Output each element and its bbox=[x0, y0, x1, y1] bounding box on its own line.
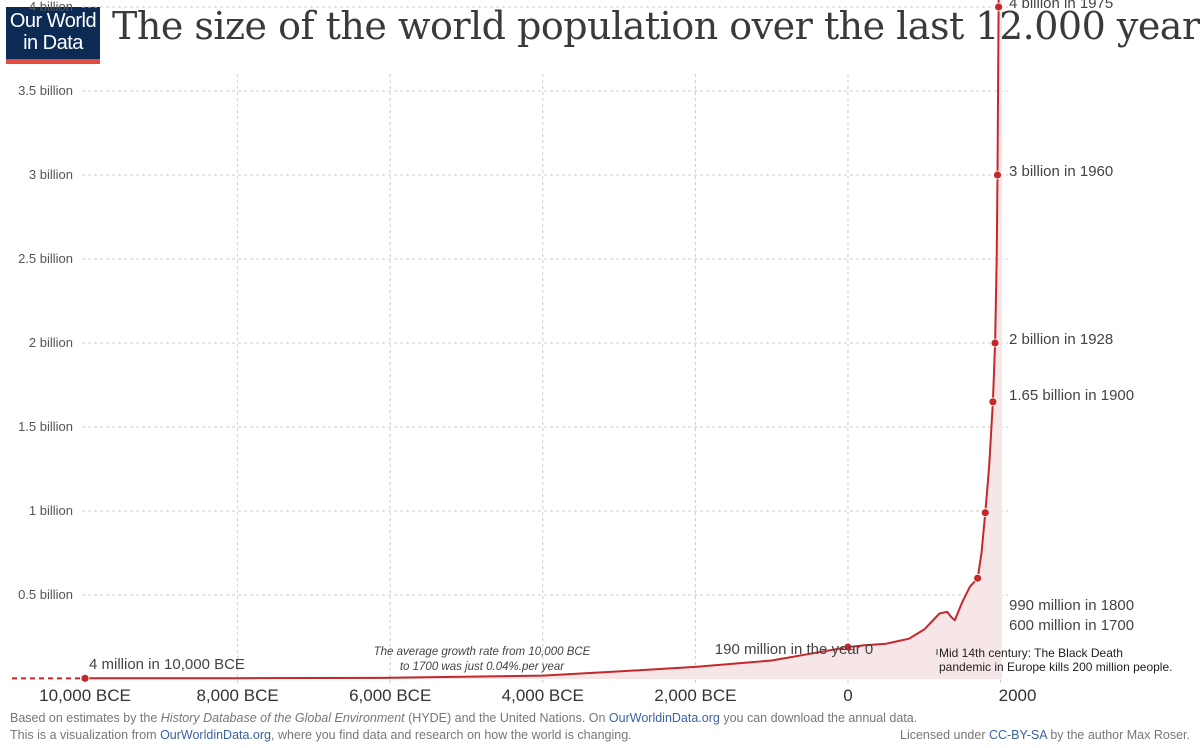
data-point bbox=[993, 170, 1002, 180]
license-text: Licensed under bbox=[900, 728, 989, 742]
x-tick-label: 6,000 BCE bbox=[349, 686, 431, 705]
owid-logo: Our World in Data bbox=[6, 7, 100, 64]
logo-line-2: in Data bbox=[23, 32, 83, 54]
y-tick-label: 3.5 billion bbox=[18, 83, 73, 98]
data-point-labels: 4 million in 10,000 BCE 190 million in th… bbox=[89, 0, 1134, 673]
black-death-note-line-2: pandemic in Europe kills 200 million peo… bbox=[939, 660, 1172, 674]
x-tick-label: 4,000 BCE bbox=[502, 686, 584, 705]
logo-line-1: Our World bbox=[9, 10, 97, 32]
population-line bbox=[84, 0, 1000, 680]
footer-owid-link[interactable]: OurWorldinData.org bbox=[608, 711, 720, 725]
y-axis-tick-labels: 0.5 billion 1 billion 1.5 billion 2 billion… bbox=[18, 0, 73, 602]
y-tick-label: 4 billion bbox=[29, 0, 73, 14]
data-points bbox=[80, 2, 1004, 683]
data-point-label: 1.65 billion in 1900 bbox=[1009, 387, 1134, 404]
footer-text: This is a visualization from bbox=[10, 728, 161, 742]
data-point bbox=[843, 642, 853, 652]
footer: Based on estimates by the History Databa… bbox=[10, 710, 1190, 744]
y-tick-label: 0.5 billion bbox=[18, 587, 73, 602]
footer-text: , where you find data and research on ho… bbox=[271, 728, 632, 742]
x-tick-label: 2000 bbox=[999, 686, 1037, 705]
data-point-label: 190 million in the year 0 bbox=[715, 641, 873, 658]
vertical-gridlines bbox=[237, 74, 1002, 683]
data-point-label: 4 million in 10,000 BCE bbox=[89, 656, 245, 673]
black-death-note-line-1: Mid 14th century: The Black Death bbox=[939, 646, 1123, 660]
data-point-label: 2 billion in 1928 bbox=[1009, 331, 1113, 348]
data-point-label: 3 billion in 1960 bbox=[1009, 163, 1113, 180]
growth-rate-note-line-2: to 1700 was just 0.04%.per year bbox=[400, 661, 565, 673]
footer-text: you can download the annual data. bbox=[719, 711, 918, 725]
x-tick-label: 8,000 BCE bbox=[196, 686, 278, 705]
data-point bbox=[994, 2, 1004, 12]
footer-hyde-name: History Database of the Global Environme… bbox=[160, 711, 405, 725]
footer-text: Based on estimates by the bbox=[10, 711, 161, 725]
footer-owid-link-2[interactable]: OurWorldinData.org bbox=[160, 728, 271, 742]
x-tick-label: 10,000 BCE bbox=[39, 686, 131, 705]
x-axis-tick-labels: 10,000 BCE 8,000 BCE 6,000 BCE 4,000 BCE 2,0… bbox=[39, 686, 1036, 705]
y-tick-label: 2 billion bbox=[29, 335, 73, 350]
data-point bbox=[80, 673, 90, 683]
growth-rate-note-line-1: The average growth rate from 10,000 BCE bbox=[374, 646, 591, 658]
y-tick-label: 3 billion bbox=[29, 167, 73, 182]
license-text: by the author Max Roser. bbox=[1046, 728, 1190, 742]
x-tick-label: 0 bbox=[843, 686, 852, 705]
license-link[interactable]: CC-BY-SA bbox=[988, 728, 1047, 742]
y-tick-label: 2.5 billion bbox=[18, 251, 73, 266]
footer-source-line: Based on estimates by the History Databa… bbox=[10, 710, 1190, 727]
footer-license: Licensed under CC-BY-SA by the author Ma… bbox=[900, 727, 1190, 744]
data-point bbox=[973, 573, 983, 583]
footer-visualization-line: This is a visualization from OurWorldinD… bbox=[10, 727, 1190, 744]
horizontal-gridlines bbox=[82, 6, 1008, 596]
data-point-label: 600 million in 1700 bbox=[1009, 617, 1134, 634]
data-point bbox=[980, 508, 990, 518]
footer-text: (HYDE) and the United Nations. On bbox=[404, 711, 609, 725]
data-point-label: 4 billion in 1975 bbox=[1009, 0, 1113, 12]
y-tick-label: 1.5 billion bbox=[18, 419, 73, 434]
population-area bbox=[85, 0, 1002, 679]
data-point-label: 990 million in 1800 bbox=[1009, 597, 1134, 614]
data-point bbox=[990, 338, 1000, 348]
x-tick-label: 2,000 BCE bbox=[654, 686, 736, 705]
chart-title: The size of the world population over th… bbox=[112, 4, 1200, 48]
population-chart: 0.5 billion 1 billion 1.5 billion 2 billion… bbox=[12, 0, 1172, 705]
y-tick-label: 1 billion bbox=[29, 503, 73, 518]
data-point bbox=[988, 397, 998, 407]
